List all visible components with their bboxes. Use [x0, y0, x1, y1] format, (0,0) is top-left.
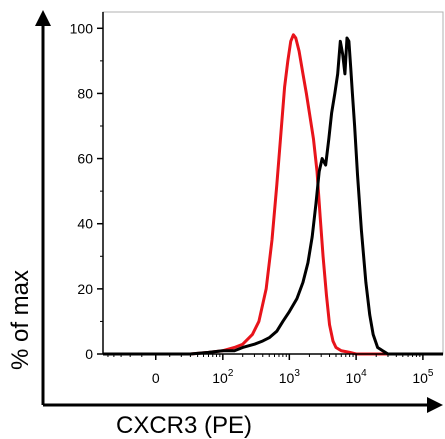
plot-frame: [102, 11, 444, 355]
x-tick-label: 105: [412, 368, 434, 386]
y-tick-label: 0: [85, 346, 93, 362]
x-axis-label: CXCR3 (PE): [116, 412, 252, 439]
labels-layer: 0 20 40 60 80 100 0 102 103 104 105: [70, 20, 434, 386]
axes-layer: [97, 12, 443, 360]
y-tick-label: 100: [70, 20, 94, 36]
series-line-black: [103, 36, 443, 356]
x-tick-label: 103: [279, 368, 301, 386]
y-tick-label: 20: [77, 281, 93, 297]
x-tick-label: 0: [152, 370, 160, 386]
series-layer: [103, 33, 443, 356]
y-tick-label: 80: [77, 85, 93, 101]
x-tick-label: 104: [346, 368, 368, 386]
y-tick-label: 60: [77, 151, 93, 167]
x-axis-arrowhead: [427, 397, 443, 413]
y-axis-arrowhead: [35, 10, 51, 26]
x-tick-label: 102: [212, 368, 234, 386]
y-tick-label: 40: [77, 216, 93, 232]
series-line-red: [103, 33, 443, 356]
y-axis-label: % of max: [7, 270, 34, 370]
